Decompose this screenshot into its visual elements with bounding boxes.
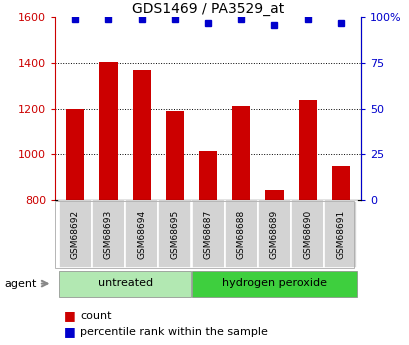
Bar (165, 111, 184, 200)
Bar (132, 70, 151, 200)
Text: count: count (80, 311, 111, 321)
Bar (59, 270, 191, 297)
Text: ■: ■ (63, 309, 75, 322)
Bar (158, 201, 191, 268)
Text: GSM68691: GSM68691 (335, 210, 344, 259)
Bar (257, 201, 290, 268)
Bar (191, 201, 224, 268)
Bar (290, 201, 324, 268)
Bar (265, 190, 283, 200)
Text: untreated: untreated (97, 278, 152, 288)
Bar (59, 201, 92, 268)
Bar (324, 201, 356, 268)
Text: ■: ■ (63, 325, 75, 338)
Bar (224, 201, 257, 268)
Bar (191, 270, 356, 297)
Text: GSM68695: GSM68695 (170, 210, 179, 259)
Text: percentile rank within the sample: percentile rank within the sample (80, 327, 267, 337)
Text: GSM68690: GSM68690 (302, 210, 311, 259)
Text: GSM68693: GSM68693 (104, 210, 113, 259)
Text: GSM68694: GSM68694 (137, 210, 146, 259)
Title: GDS1469 / PA3529_at: GDS1469 / PA3529_at (132, 2, 283, 16)
Bar (198, 151, 217, 200)
Bar (125, 201, 158, 268)
Text: GSM68687: GSM68687 (203, 210, 212, 259)
Bar (66, 109, 84, 200)
Text: GSM68689: GSM68689 (269, 210, 278, 259)
Bar (298, 99, 316, 200)
Text: GSM68688: GSM68688 (236, 210, 245, 259)
Text: hydrogen peroxide: hydrogen peroxide (221, 278, 326, 288)
Text: agent: agent (4, 279, 36, 288)
Bar (331, 166, 349, 200)
Bar (99, 62, 117, 200)
Bar (92, 201, 125, 268)
Bar (231, 106, 250, 200)
Text: GSM68692: GSM68692 (71, 210, 80, 259)
